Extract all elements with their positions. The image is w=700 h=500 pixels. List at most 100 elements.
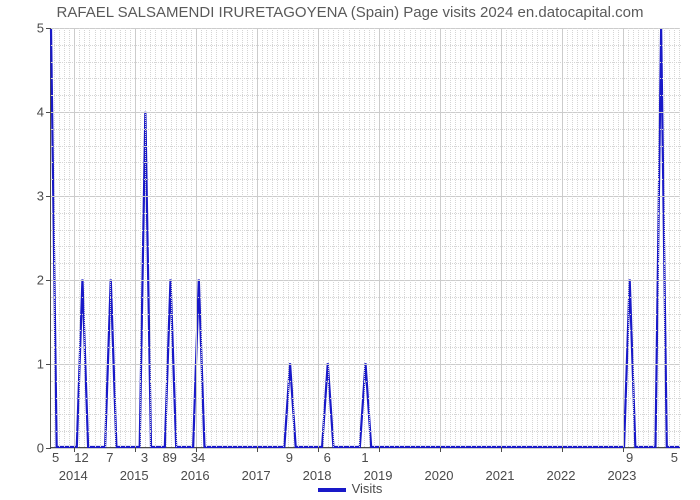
gridline-minor-v [181,28,182,447]
gridline-minor-v [140,28,141,447]
xtick-mark [501,447,502,452]
gridline-minor-v [84,28,85,447]
gridline-minor-v [613,28,614,447]
gridline-minor-v [648,28,649,447]
peak-label: 5 [671,450,678,465]
ytick-label: 5 [4,21,44,36]
gridline-minor-v [333,28,334,447]
peak-label: 7 [106,450,113,465]
xtick-mark [562,447,563,452]
gridline-minor-v [272,28,273,447]
gridline-minor-v [542,28,543,447]
gridline-minor-v [232,28,233,447]
gridline-minor-v [54,28,55,447]
ytick-label: 2 [4,273,44,288]
gridline-minor-v [155,28,156,447]
gridline-minor-v [95,28,96,447]
gridline-minor-v [455,28,456,447]
gridline-minor-v [592,28,593,447]
gridline-minor-v [166,28,167,447]
gridline-minor-v [79,28,80,447]
gridline-minor-v [674,28,675,447]
peak-label: 12 [74,450,88,465]
gridline-minor-v [374,28,375,447]
gridline-v [257,28,258,447]
gridline-minor-v [145,28,146,447]
gridline-minor-v [664,28,665,447]
gridline-minor-v [64,28,65,447]
gridline-minor-v [186,28,187,447]
gridline-minor-v [369,28,370,447]
xtick-mark [135,447,136,452]
ytick-label: 0 [4,441,44,456]
peak-label: 9 [626,450,633,465]
gridline-minor-v [628,28,629,447]
gridline-minor-v [328,28,329,447]
gridline-v [379,28,380,447]
gridline-minor-v [526,28,527,447]
peak-label: 3 [141,450,148,465]
gridline-minor-v [343,28,344,447]
ytick-mark [46,280,51,281]
ytick-label: 4 [4,105,44,120]
gridline-minor-v [364,28,365,447]
gridline-minor-v [171,28,172,447]
gridline-minor-v [120,28,121,447]
gridline-minor-v [567,28,568,447]
legend-swatch [318,488,346,492]
gridline-minor-v [658,28,659,447]
gridline-minor-v [410,28,411,447]
gridline-minor-v [283,28,284,447]
gridline-minor-v [516,28,517,447]
gridline-minor-v [445,28,446,447]
gridline-minor-v [216,28,217,447]
gridline-minor-v [59,28,60,447]
gridline-v [440,28,441,447]
ytick-mark [46,448,51,449]
xtick-mark [623,447,624,452]
gridline-h [51,448,680,449]
gridline-minor-v [430,28,431,447]
peak-label: 9 [286,450,293,465]
gridline-minor-v [572,28,573,447]
gridline-v [562,28,563,447]
gridline-minor-v [486,28,487,447]
gridline-minor-v [242,28,243,447]
gridline-v [501,28,502,447]
ytick-label: 3 [4,189,44,204]
gridline-minor-v [298,28,299,447]
gridline-minor-v [359,28,360,447]
gridline-minor-v [252,28,253,447]
gridline-minor-v [338,28,339,447]
gridline-minor-v [638,28,639,447]
gridline-minor-v [496,28,497,447]
gridline-minor-v [506,28,507,447]
gridline-minor-v [476,28,477,447]
ytick-label: 1 [4,357,44,372]
gridline-minor-v [471,28,472,447]
gridline-minor-v [450,28,451,447]
chart-title: RAFAEL SALSAMENDI IRURETAGOYENA (Spain) … [0,4,700,21]
gridline-minor-v [110,28,111,447]
gridline-minor-v [308,28,309,447]
gridline-minor-v [598,28,599,447]
gridline-minor-v [349,28,350,447]
gridline-minor-v [491,28,492,447]
ytick-mark [46,112,51,113]
gridline-minor-v [125,28,126,447]
peak-label: 34 [191,450,205,465]
gridline-minor-v [389,28,390,447]
gridline-minor-v [105,28,106,447]
plot-area [50,28,680,448]
gridline-minor-v [577,28,578,447]
peak-label: 1 [361,450,368,465]
gridline-minor-v [420,28,421,447]
gridline-minor-v [384,28,385,447]
gridline-minor-v [557,28,558,447]
gridline-v [318,28,319,447]
gridline-v [196,28,197,447]
gridline-minor-v [150,28,151,447]
gridline-minor-v [115,28,116,447]
gridline-minor-v [130,28,131,447]
gridline-minor-v [394,28,395,447]
